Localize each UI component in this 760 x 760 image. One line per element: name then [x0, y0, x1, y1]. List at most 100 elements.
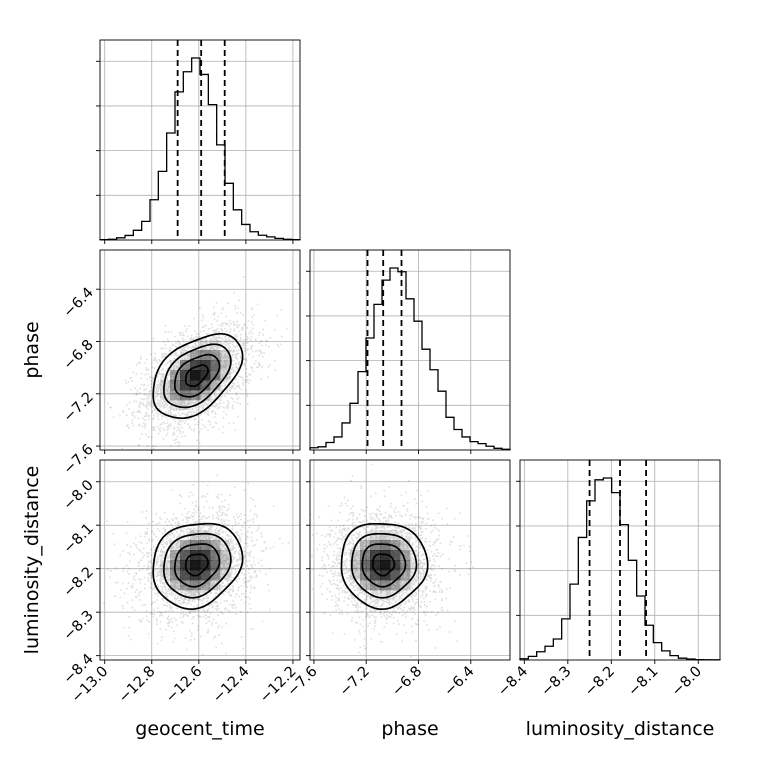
density-cell	[380, 530, 391, 541]
density-layer	[310, 463, 474, 658]
x-tick-label-phase: −7.2	[337, 664, 373, 700]
density-cell	[190, 560, 201, 571]
density-cell	[390, 540, 401, 551]
axes-frame	[309, 459, 511, 661]
x-tick-label-phase: −6.4	[441, 664, 477, 700]
density-cell	[360, 580, 371, 591]
density-cell	[170, 550, 181, 561]
density-cell	[160, 570, 171, 581]
density-cell	[180, 390, 191, 401]
y-axis-title-luminosity_distance: luminosity_distance	[21, 466, 43, 655]
density-cell	[360, 550, 371, 561]
density-cell	[400, 540, 411, 551]
hist-panel-luminosity_distance	[516, 459, 721, 664]
x-tick-label-luminosity_distance: −8.0	[669, 664, 705, 700]
density-cell	[350, 560, 361, 571]
density-cell	[400, 550, 411, 561]
hist-panel-phase	[306, 249, 511, 454]
x-axis-title-luminosity_distance: luminosity_distance	[526, 718, 715, 740]
density-cell	[220, 560, 231, 571]
axes-frame	[99, 39, 301, 241]
contour-level-3	[350, 532, 418, 599]
density-layer	[106, 276, 300, 450]
density-cell	[380, 580, 391, 591]
density-cell	[170, 580, 181, 591]
contour-level-2	[173, 353, 221, 398]
density-cell	[180, 550, 191, 561]
density-panel-phase-luminosity_distance	[306, 459, 511, 664]
density-cell	[180, 540, 191, 551]
density-cell	[380, 590, 391, 601]
density-cell	[210, 360, 221, 371]
density-cell	[220, 550, 231, 561]
density-cell	[200, 570, 211, 581]
density-cell	[210, 540, 221, 551]
density-panel-geocent_time-luminosity_distance	[96, 459, 301, 664]
contour-level-4	[152, 522, 244, 611]
density-cell	[170, 370, 181, 381]
density-cell	[220, 370, 231, 381]
x-tick-label-luminosity_distance: −8.2	[582, 664, 618, 700]
density-cell	[350, 570, 361, 581]
x-axis-title-geocent_time: geocent_time	[135, 718, 264, 740]
density-cell	[200, 530, 211, 541]
density-cell	[210, 380, 221, 391]
density-cell	[180, 380, 191, 391]
contour-level-3	[163, 343, 232, 409]
contour-level-4	[152, 332, 244, 420]
x-tick-label-luminosity_distance: −8.1	[625, 664, 661, 700]
density-cell	[390, 580, 401, 591]
density-cell	[170, 540, 181, 551]
density-cell	[200, 540, 211, 551]
y-tick-label-luminosity_distance: −8.3	[61, 608, 97, 644]
density-cell	[350, 550, 361, 561]
contour-level-4	[340, 522, 429, 611]
y-tick-label-phase: −7.6	[61, 442, 97, 478]
histogram-geocent_time	[99, 57, 301, 241]
density-layer	[103, 474, 290, 656]
x-tick-label-luminosity_distance: −8.3	[538, 664, 574, 700]
density-cell	[160, 560, 171, 571]
x-tick-label-geocent_time: −12.4	[210, 664, 253, 707]
histogram-phase	[309, 267, 511, 450]
density-cell	[190, 590, 201, 601]
x-tick-label-phase: −6.8	[389, 664, 425, 700]
density-cell	[170, 570, 181, 581]
density-cell	[370, 560, 381, 571]
axes-frame	[519, 459, 721, 661]
contour-level-1	[184, 553, 209, 577]
density-cell	[210, 350, 221, 361]
y-tick-label-phase: −7.2	[61, 389, 97, 425]
density-cell	[370, 570, 381, 581]
density-cell	[210, 570, 221, 581]
axes-frame	[99, 459, 301, 661]
x-axis-title-phase: phase	[381, 718, 438, 740]
density-cell	[200, 560, 211, 571]
density-cell	[180, 370, 191, 381]
density-cell	[210, 370, 221, 381]
axis-titles: geocent_time phase luminosity_distancephas…	[21, 321, 714, 740]
x-tick-label-geocent_time: −12.8	[116, 664, 159, 707]
density-cell	[210, 560, 221, 571]
axes-frame	[309, 249, 511, 451]
density-cell	[210, 550, 221, 561]
scatter-points	[103, 474, 290, 656]
density-cell	[190, 360, 201, 371]
density-cell	[360, 560, 371, 571]
density-cell	[190, 580, 201, 591]
density-cell	[360, 540, 371, 551]
density-cell	[180, 400, 191, 411]
density-cell	[390, 550, 401, 561]
density-cell	[210, 340, 221, 351]
density-cell	[170, 360, 181, 371]
contour-level-2	[173, 543, 221, 588]
density-cell	[370, 530, 381, 541]
density-cell	[220, 360, 231, 371]
density-cell	[180, 590, 191, 601]
contour-level-3	[163, 532, 232, 599]
y-axis-title-phase: phase	[21, 321, 43, 378]
y-tick-label-luminosity_distance: −8.2	[61, 564, 97, 600]
density-cell	[190, 370, 201, 381]
density-cell	[220, 350, 231, 361]
